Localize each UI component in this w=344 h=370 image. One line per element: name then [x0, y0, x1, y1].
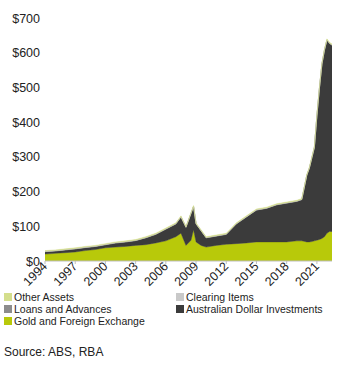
legend-swatch — [4, 317, 12, 325]
y-tick-label: $200 — [12, 185, 40, 199]
x-tick — [165, 261, 166, 264]
plot-area — [45, 39, 332, 261]
y-tick-label: $600 — [12, 46, 40, 60]
x-tick-label: 2021 — [292, 259, 322, 289]
x-tick-label: 2006 — [141, 259, 171, 289]
x-tick-label: 1994 — [21, 259, 51, 289]
legend-label: Gold and Foreign Exchange — [14, 315, 145, 327]
x-tick — [316, 261, 317, 264]
x-tick — [196, 261, 197, 264]
area-series — [45, 39, 332, 251]
x-tick-label: 2009 — [172, 259, 202, 289]
legend-label: Clearing Items — [186, 291, 254, 303]
y-tick-label: $300 — [12, 150, 40, 164]
x-tick — [135, 261, 136, 264]
x-tick-label: 2015 — [232, 259, 262, 289]
y-tick-label: $400 — [12, 116, 40, 130]
x-tick — [75, 261, 76, 264]
y-tick-label: $700 — [12, 12, 40, 26]
x-tick — [45, 261, 46, 264]
x-tick — [226, 261, 227, 264]
source-note: Source: ABS, RBA — [4, 345, 103, 359]
area-series — [45, 40, 332, 254]
area-series — [45, 40, 332, 252]
x-tick-label: 2003 — [111, 259, 141, 289]
x-tick-label: 2018 — [262, 259, 292, 289]
legend-swatch — [176, 293, 184, 301]
x-tick — [286, 261, 287, 264]
x-tick-label: 1997 — [51, 259, 81, 289]
y-tick-label: $100 — [12, 220, 40, 234]
legend-swatch — [4, 305, 12, 313]
legend-label: Other Assets — [14, 291, 74, 303]
x-tick-label: 2012 — [202, 259, 232, 289]
x-tick — [105, 261, 106, 264]
legend-swatch — [176, 305, 184, 313]
legend: Other Assets Clearing Items Loans and Adva… — [4, 291, 323, 327]
legend-swatch — [4, 293, 12, 301]
y-tick-label: $500 — [12, 81, 40, 95]
legend-label: Loans and Advances — [14, 303, 112, 315]
x-tick-label: 2000 — [81, 259, 111, 289]
x-tick — [256, 261, 257, 264]
chart: $0$100$200$300$400$500$600$7001994199720… — [0, 0, 344, 370]
legend-label: Australian Dollar Investments — [186, 303, 323, 315]
